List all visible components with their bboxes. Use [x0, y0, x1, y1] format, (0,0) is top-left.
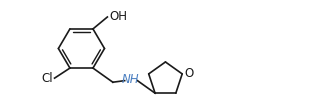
- Text: NH: NH: [122, 73, 139, 86]
- Text: O: O: [184, 67, 194, 80]
- Text: OH: OH: [109, 10, 127, 23]
- Text: Cl: Cl: [41, 72, 53, 85]
